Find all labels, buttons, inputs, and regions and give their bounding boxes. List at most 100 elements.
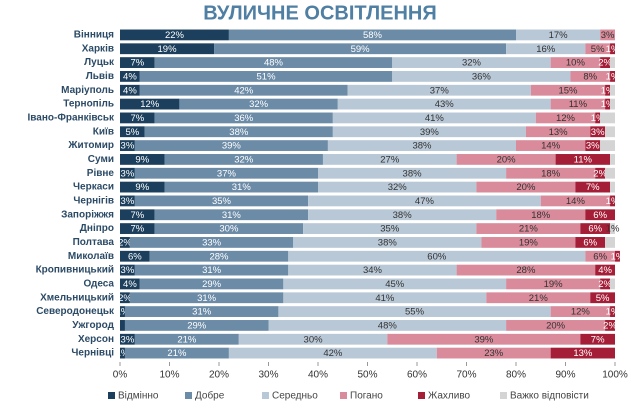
bar-segment [605, 98, 611, 110]
data-label: 12% [140, 99, 160, 110]
legend-label: Відмінно [118, 391, 159, 402]
data-label: 32% [249, 99, 269, 110]
bar-segment [580, 333, 615, 345]
category-label: Івано-Франківськ [28, 113, 115, 124]
data-label: 3% [601, 30, 615, 41]
category-label: Житомир [67, 140, 114, 151]
data-label: 9% [135, 182, 149, 193]
data-label: 3% [121, 141, 135, 152]
chart-title: ВУЛИЧНЕ ОСВІТЛЕННЯ [203, 2, 437, 24]
bar-segment [516, 140, 586, 151]
data-label: 1% [611, 251, 625, 262]
bar-segment [610, 154, 615, 165]
bar-segment [605, 167, 615, 179]
bar-segment [550, 306, 611, 317]
category-label: Чернівці [71, 348, 114, 359]
bar-segment [308, 195, 541, 207]
category-label: Кропивницький [36, 265, 114, 276]
data-label: 18% [531, 210, 551, 221]
bar-segment [288, 250, 586, 262]
bar-segment [134, 140, 328, 151]
bar-segment [615, 250, 620, 262]
legend-label: Середньо [272, 391, 318, 402]
bar-segment [154, 209, 309, 221]
bar-segment [600, 112, 615, 124]
bar-segment [318, 167, 507, 179]
bar-segment [120, 292, 130, 304]
bar-segment [228, 347, 437, 359]
legend-swatch [108, 392, 115, 399]
bar-segment [120, 140, 135, 151]
bar-segment [120, 43, 215, 55]
category-label: Харків [82, 43, 114, 54]
category-label: Маріуполь [61, 85, 114, 96]
x-tick-label: 100% [602, 370, 628, 381]
bar-segment [550, 57, 601, 68]
legend-label: Важко відповісти [510, 391, 589, 402]
category-label: Одеса [83, 279, 114, 290]
data-label: 21% [167, 348, 187, 359]
bar-segment [525, 126, 591, 138]
bar-segment [120, 84, 140, 96]
data-label: 38% [393, 210, 413, 221]
bar-segment [120, 237, 130, 248]
bar-segment [456, 154, 556, 165]
data-label: 11% [574, 154, 593, 165]
data-label: 51% [257, 71, 277, 82]
data-label: 1% [606, 71, 620, 82]
bar-segment [535, 112, 596, 124]
data-label: 2% [118, 237, 132, 248]
bar-segment [481, 237, 576, 248]
bar-segment [610, 71, 615, 82]
data-label: 3% [586, 141, 600, 152]
category-label: Київ [93, 126, 114, 137]
bar-segment [337, 98, 551, 110]
x-tick-label: 30% [258, 370, 278, 381]
bar-segment [303, 223, 477, 234]
data-label: 31% [192, 307, 212, 318]
bar-segment [214, 43, 507, 55]
bar-segment [120, 98, 180, 110]
bar-segment [610, 181, 615, 193]
bar-segment [120, 195, 135, 207]
category-label: Запоріжжя [61, 209, 114, 220]
category-label: Дніпро [80, 223, 114, 234]
data-label: 38% [412, 141, 432, 152]
bar-segment [436, 347, 551, 359]
bar-segment [540, 195, 611, 207]
x-tick-label: 10% [159, 370, 179, 381]
legend-label: Погано [350, 391, 383, 402]
data-label: 6% [588, 224, 602, 235]
data-label: 32% [462, 58, 482, 69]
data-label: 31% [232, 182, 252, 193]
x-tick-label: 20% [209, 370, 229, 381]
category-label: Луцьк [84, 57, 115, 68]
data-label: 31% [222, 210, 242, 221]
data-label: 37% [430, 85, 450, 96]
bar-segment [288, 264, 457, 276]
bar-segment [610, 43, 615, 55]
data-label: 39% [420, 127, 440, 138]
bar-segment [238, 333, 388, 345]
bar-segment [179, 98, 338, 110]
data-label: 14% [566, 196, 586, 207]
bar-segment [332, 126, 526, 138]
bar-segment [283, 292, 487, 304]
bar-segment [120, 264, 135, 276]
data-label: 5% [596, 293, 610, 304]
legend-label: Добре [195, 390, 225, 402]
data-label: 8% [583, 71, 597, 82]
bar-segment [120, 320, 125, 331]
data-label: 7% [130, 210, 144, 221]
bar-segment [600, 57, 611, 68]
data-label: 3% [121, 334, 135, 345]
data-label: 43% [435, 99, 455, 110]
bar-segment [154, 223, 304, 234]
data-label: 34% [363, 265, 383, 276]
bar-segment [308, 209, 497, 221]
data-label: 21% [177, 334, 197, 345]
data-label: 14% [541, 141, 561, 152]
data-label: 7% [586, 182, 600, 193]
bar-segment [610, 195, 615, 207]
